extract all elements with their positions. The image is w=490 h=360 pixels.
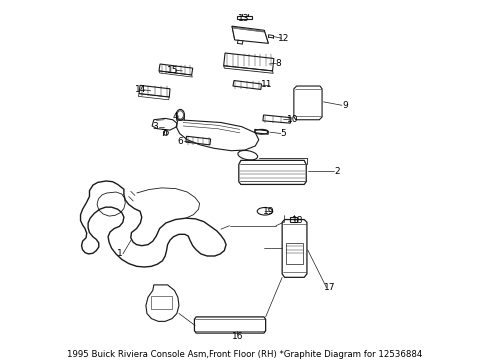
Text: 11: 11 [261,80,272,89]
Text: 6: 6 [177,136,183,145]
Text: 7: 7 [160,129,166,138]
Text: 3: 3 [153,122,158,131]
Text: 1995 Buick Riviera Console Asm,Front Floor (RH) *Graphite Diagram for 12536884: 1995 Buick Riviera Console Asm,Front Flo… [67,350,423,359]
Text: 16: 16 [232,332,243,341]
Text: 12: 12 [278,34,289,43]
Text: 14: 14 [135,85,147,94]
Text: 10: 10 [287,114,298,123]
Text: 4: 4 [172,112,178,121]
Text: 9: 9 [342,101,347,110]
Text: 5: 5 [281,129,287,138]
Text: 19: 19 [263,207,274,216]
Text: 17: 17 [323,283,335,292]
Bar [286,243,303,264]
Text: 1: 1 [117,249,122,258]
Text: 2: 2 [334,167,340,176]
Text: 18: 18 [292,216,303,225]
Text: 15: 15 [167,66,178,75]
Bar [151,296,172,309]
Text: 8: 8 [275,59,281,68]
Text: 13: 13 [238,14,249,23]
